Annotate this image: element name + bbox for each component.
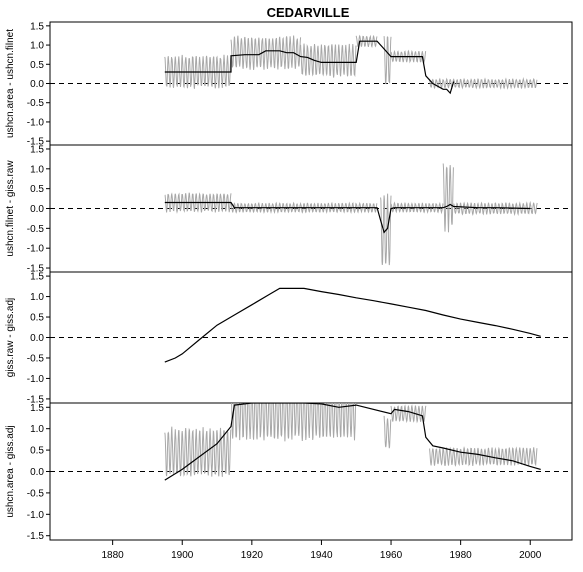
monthly-series-segment xyxy=(355,34,378,48)
y-tick-label: -1.5 xyxy=(27,394,45,405)
y-tick-label: 0.0 xyxy=(30,333,44,344)
monthly-series-segment xyxy=(164,192,232,214)
panel-2: -1.5 -1.0 -0.5 0.0 0.5 1.0 1.5 ushcn.filnet - g… xyxy=(5,144,573,275)
monthly-series-segment xyxy=(383,415,392,449)
panel-plot-area xyxy=(164,403,541,481)
y-tick-label: 1.0 xyxy=(30,424,44,435)
x-tick-label: 1900 xyxy=(171,550,194,561)
monthly-series-segment xyxy=(230,35,302,70)
y-tick-label: 1.5 xyxy=(30,272,44,283)
y-tick-label: -0.5 xyxy=(27,98,45,109)
y-tick-label: -0.5 xyxy=(27,488,45,499)
y-tick-label: -0.5 xyxy=(27,353,45,364)
monthly-series-segment xyxy=(453,200,538,217)
x-tick-label: 1880 xyxy=(102,550,125,561)
y-tick-label: 1.0 xyxy=(30,292,44,303)
x-tick-label: 1940 xyxy=(310,550,333,561)
y-tick-label: -0.5 xyxy=(27,224,45,235)
monthly-series-segment xyxy=(442,163,454,233)
y-tick-label: 0.5 xyxy=(30,446,44,457)
y-tick-label: -1.0 xyxy=(27,510,45,521)
x-tick-label: 1920 xyxy=(241,550,264,561)
y-tick-label: 0.0 xyxy=(30,204,44,215)
y-tick-label: 0.5 xyxy=(30,184,44,195)
x-tick-label: 1960 xyxy=(380,550,403,561)
panel-plot-area xyxy=(164,287,541,363)
y-tick-label: -1.0 xyxy=(27,117,45,128)
monthly-series-segment xyxy=(231,403,357,442)
monthly-series-segment xyxy=(428,77,538,90)
y-tick-label: 0.0 xyxy=(30,467,44,478)
monthly-series-segment xyxy=(429,446,538,467)
panel-1: -1.5 -1.0 -0.5 0.0 0.5 1.0 1.5 ushcn.area - ush… xyxy=(5,21,573,148)
panel-plot-area xyxy=(164,34,538,95)
chart-title: CEDARVILLE xyxy=(267,5,350,20)
y-axis-label: giss.raw - giss.adj xyxy=(5,298,16,377)
y-tick-label: -1.5 xyxy=(27,264,45,275)
y-tick-label: 0.5 xyxy=(30,313,44,324)
chart-panels: -1.5 -1.0 -0.5 0.0 0.5 1.0 1.5 ushcn.area - ush… xyxy=(5,21,573,542)
y-axis-label: ushcn.filnet - giss.raw xyxy=(5,160,16,257)
panel-4: -1.5 -1.0 -0.5 0.0 0.5 1.0 1.5 ushcn.area - gis… xyxy=(5,402,573,542)
monthly-series-segment xyxy=(390,201,444,215)
y-tick-label: 1.5 xyxy=(30,144,44,155)
y-tick-label: 0.5 xyxy=(30,60,44,71)
annual-series-line xyxy=(164,40,455,95)
monthly-series-segment xyxy=(164,426,232,477)
y-tick-label: 1.5 xyxy=(30,21,44,32)
annual-series-line xyxy=(164,201,531,234)
annual-series-line xyxy=(164,403,541,481)
monthly-series-segment xyxy=(300,43,357,78)
y-tick-label: -1.0 xyxy=(27,374,45,385)
y-tick-label: 0.0 xyxy=(30,79,44,90)
monthly-series-segment xyxy=(164,54,232,89)
annual-series-line xyxy=(164,287,541,363)
y-tick-label: 1.0 xyxy=(30,164,44,175)
y-tick-label: 1.0 xyxy=(30,41,44,52)
panel-plot-area xyxy=(164,163,538,266)
y-axis-label: ushcn.area - ushcn.filnet xyxy=(5,29,16,138)
y-tick-label: -1.0 xyxy=(27,244,45,255)
y-axis-label: ushcn.area - giss.adj xyxy=(5,425,16,517)
x-tick-label: 2000 xyxy=(519,550,542,561)
monthly-series-segment xyxy=(390,404,427,424)
panel-3: -1.5 -1.0 -0.5 0.0 0.5 1.0 1.5 giss.raw - giss.… xyxy=(5,271,573,405)
x-axis: 1880 1900 1920 1940 1960 1980 2000 xyxy=(102,539,542,561)
y-tick-label: 1.5 xyxy=(30,403,44,414)
y-tick-label: -1.5 xyxy=(27,531,45,542)
monthly-series-segment xyxy=(380,193,392,266)
monthly-series-segment xyxy=(390,49,427,64)
y-tick-label: -1.5 xyxy=(27,137,45,148)
monthly-series-segment xyxy=(230,201,378,215)
monthly-series-segment xyxy=(383,36,392,85)
x-tick-label: 1980 xyxy=(450,550,473,561)
